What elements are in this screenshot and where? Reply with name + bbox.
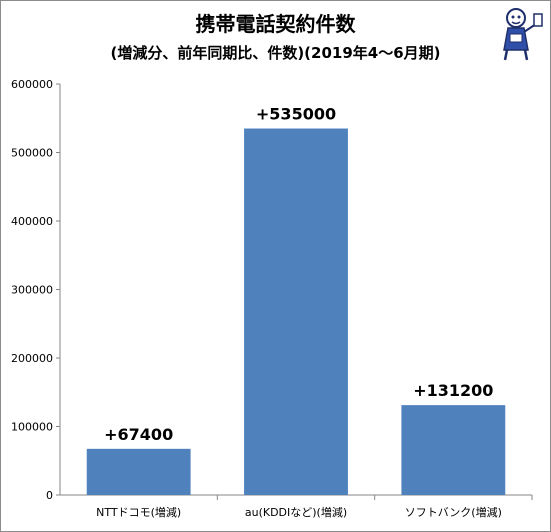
mascot-icon [503,8,543,61]
chart-subtitle: (増減分、前年同期比、件数)(2019年4～6月期) [110,44,441,62]
bar-1 [244,128,348,495]
category-label-2: ソフトバンク(増減) [405,505,502,519]
y-tick-label: 300000 [11,284,53,297]
data-label-1: +535000 [256,105,336,124]
category-label-1: au(KDDIなど)(増減) [245,505,347,519]
bar-2 [401,405,506,495]
bar-0 [86,448,191,495]
category-label-0: NTTドコモ(増減) [96,505,181,519]
bars [86,128,506,495]
data-label-2: +131200 [413,381,493,400]
y-tick-label: 400000 [11,215,53,228]
y-tick-label: 500000 [11,147,53,160]
y-tick-label: 100000 [11,421,53,434]
y-ticks: 0 100000 200000 300000 400000 500000 600000 [11,78,60,502]
data-label-0: +67400 [104,425,173,444]
labels: +67400 NTTドコモ(増減) +535000 au(KDDIなど)(増減) +13… [96,105,502,519]
y-tick-label: 600000 [11,78,53,91]
chart-title: 携帯電話契約件数 [195,12,356,36]
y-tick-label: 200000 [11,352,53,365]
y-tick-label: 0 [46,489,53,502]
